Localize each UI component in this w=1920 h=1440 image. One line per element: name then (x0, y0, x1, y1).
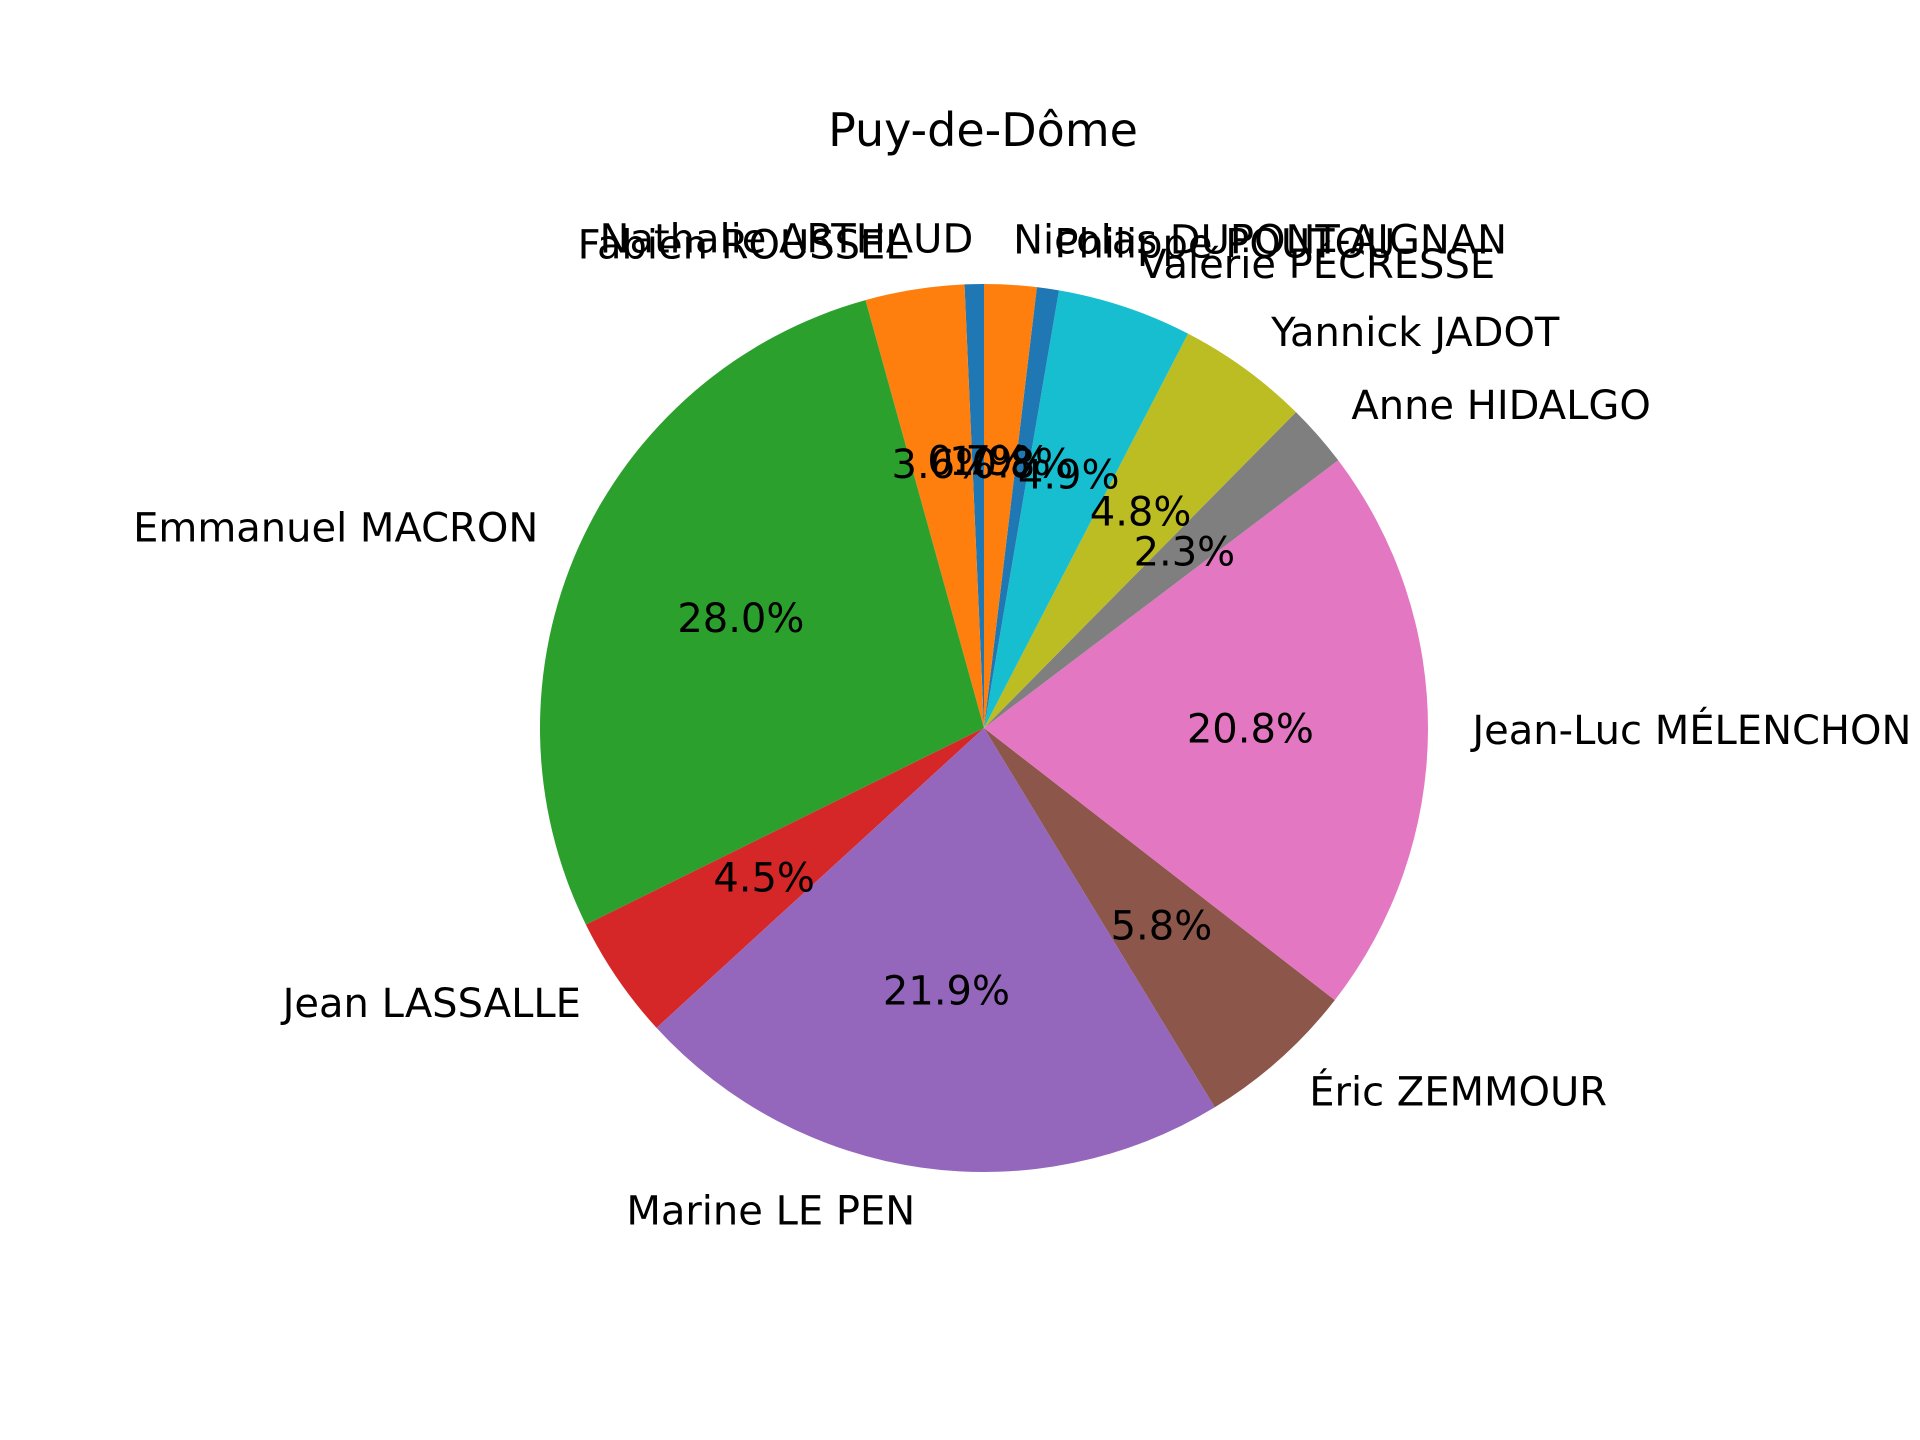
percent-label-eric-zemmour: 5.8% (1111, 904, 1213, 950)
slice-label-marine-le-pen: Marine LE PEN (626, 1189, 915, 1235)
chart-title: Puy-de-Dôme (828, 103, 1138, 157)
slice-label-yannick-jadot: Yannick JADOT (1270, 310, 1560, 356)
slice-label-jean-lassalle: Jean LASSALLE (280, 981, 581, 1027)
slice-label-anne-hidalgo: Anne HIDALGO (1351, 383, 1651, 429)
pie-slice-jean-lassalle (585, 728, 984, 1028)
slice-label-nicolas-dupont-aignan: Nicolas DUPONT-AIGNAN (1013, 217, 1507, 263)
percent-label-nathalie-arthaud: 0.7% (927, 439, 1029, 485)
slice-label-jean-luc-melenchon: Jean-Luc MÉLENCHON (1469, 706, 1911, 754)
percent-label-emmanuel-macron: 28.0% (677, 596, 804, 642)
slice-label-fabien-roussel: Fabien ROUSSEL (578, 223, 909, 269)
percent-label-nicolas-dupont-aignan: 1.9% (949, 439, 1051, 485)
slices-layer (539, 284, 1428, 1172)
slice-label-emmanuel-macron: Emmanuel MACRON (133, 505, 538, 551)
percent-label-fabien-roussel: 3.6% (892, 442, 994, 488)
pie-slice-nathalie-arthaud (964, 284, 984, 728)
slice-label-nathalie-arthaud: Nathalie ARTHAUD (600, 217, 974, 263)
pie-slice-emmanuel-macron (539, 300, 984, 925)
percent-label-marine-le-pen: 21.9% (883, 969, 1010, 1015)
percent-labels-layer: 0.7%3.6% 28.0% 4.5% 21.9% 5.8% 20.8% 2.3%4.8%4… (677, 439, 1314, 1015)
pie-slice-eric-zemmour (984, 728, 1335, 1108)
slice-label-valerie-pecresse: Valérie PÉCRESSE (1139, 240, 1495, 288)
pie-slice-fabien-roussel (865, 284, 984, 728)
pie-slice-philippe-poutou (984, 287, 1059, 728)
pie-slice-yannick-jadot (984, 333, 1296, 728)
pie-slice-valerie-pecresse (984, 290, 1189, 728)
percent-label-philippe-poutou: 0.8% (972, 441, 1074, 487)
percent-label-valerie-pecresse: 4.9% (1018, 452, 1120, 498)
percent-label-yannick-jadot: 4.8% (1090, 489, 1192, 535)
pie-slice-marine-le-pen (656, 728, 1215, 1172)
slice-label-eric-zemmour: Éric ZEMMOUR (1309, 1067, 1607, 1115)
percent-label-jean-luc-melenchon: 20.8% (1187, 707, 1314, 753)
pie-slice-nicolas-dupont-aignan (984, 284, 1037, 728)
percent-label-anne-hidalgo: 2.3% (1134, 529, 1236, 575)
pie-slice-anne-hidalgo (984, 412, 1339, 728)
pie-slice-jean-luc-melenchon (984, 460, 1428, 1001)
percent-label-jean-lassalle: 4.5% (713, 855, 815, 901)
slice-label-philippe-poutou: Philippe POUTOU (1054, 222, 1395, 268)
